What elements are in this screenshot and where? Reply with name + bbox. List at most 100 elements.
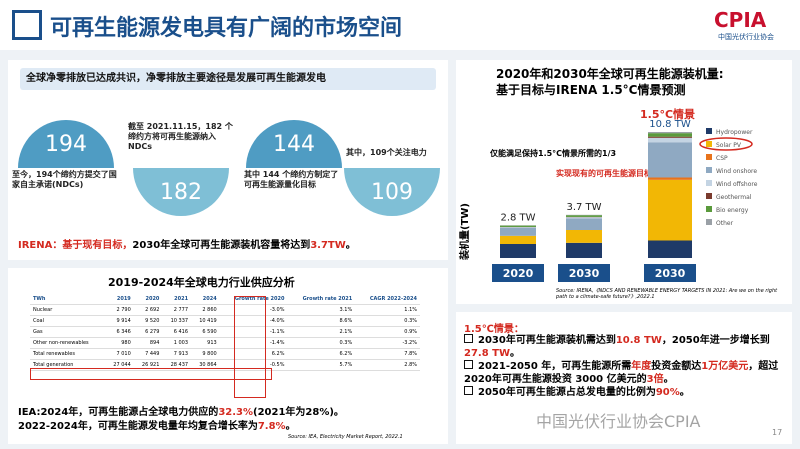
- text-line: 2030年可再生能源装机需达到10.8 TW，2050年进一步增长到 27.8 T…: [464, 334, 782, 360]
- watermark: 中国光伏行业协会CPIA: [536, 412, 701, 431]
- text: 2050年可再生能源占总发电量的比例为: [478, 387, 656, 398]
- table-cell: -4.0%: [219, 315, 288, 327]
- legend-label: Wind offshore: [716, 181, 758, 188]
- irena-end: 。: [345, 240, 356, 251]
- table-cell: 0.3%: [287, 337, 356, 349]
- table-cell: Coal: [30, 315, 106, 327]
- highlight-text: 32.3%: [218, 407, 254, 418]
- bullet-box: [464, 360, 473, 369]
- x-tick-label: 2020: [503, 267, 534, 280]
- bar-segment: [500, 244, 536, 258]
- logo: CPIA: [714, 8, 767, 32]
- table-cell: 6.2%: [219, 348, 288, 360]
- legend-swatch: [706, 180, 712, 186]
- legend-label: Solar PV: [716, 142, 742, 149]
- table-cell: -1.4%: [219, 337, 288, 349]
- annotation: 实现现有的可再生能源目标: [556, 168, 652, 178]
- legend-swatch: [706, 193, 712, 199]
- legend-swatch: [706, 154, 712, 160]
- legend-label: Geothermal: [716, 194, 752, 201]
- bar-segment: [500, 227, 536, 236]
- table-cell: 8.6%: [287, 315, 356, 327]
- header-cell: CAGR 2022-2024: [355, 294, 420, 305]
- irena-line: IRENA：基于现有目标，2030年全球可再生能源装机容量将达到3.7TW。: [18, 236, 356, 251]
- circle-caption: 至今，194个缔约方提交了国家自主承诺(NDCs): [12, 170, 117, 189]
- table-header-row: TWh 2019 2020 2021 2024 Growth rate 2020 Growt…: [30, 294, 420, 305]
- table-cell: 28 437: [162, 359, 192, 371]
- circle-caption: 其中 144 个缔约方制定了可再生能源量化目标: [244, 170, 339, 189]
- text-line: 2050年可再生能源占总发电量的比例为90%。: [464, 386, 782, 399]
- chart-title: 2020年和2030年全球可再生能源装机量:: [496, 66, 724, 81]
- bar-segment: [566, 242, 602, 258]
- bar-segment: [566, 217, 602, 219]
- table-cell: 1.1%: [355, 304, 420, 316]
- bar-segment: [648, 177, 692, 180]
- header-bar: [0, 0, 800, 50]
- highlight-text: 90%: [655, 387, 680, 398]
- table-cell: 9 520: [133, 315, 163, 327]
- table-cell: 1 003: [162, 337, 192, 349]
- chart-source: Source: IRENA,《NDCS AND RENEWABLE ENERGY…: [556, 288, 778, 300]
- highlight-text: 27.8 TW: [464, 348, 511, 359]
- legend-highlight: [699, 137, 753, 151]
- highlight-text: 10.8 TW: [615, 335, 662, 346]
- legend-swatch: [706, 128, 712, 134]
- header-cell: 2019: [105, 294, 134, 305]
- supply-title: 2019-2024年全球电力行业供应分析: [108, 276, 295, 289]
- x-tick-label: 2030: [569, 267, 600, 280]
- table-cell: 2.1%: [287, 326, 356, 338]
- total-label: 3.7 TW: [566, 202, 601, 213]
- y-axis-label: 装机量(TW): [458, 203, 471, 261]
- table-cell: 3.1%: [287, 304, 356, 316]
- header-cell: 2020: [133, 294, 163, 305]
- chart: 2020年和2030年全球可再生能源装机量:基于目标与IRENA 1.5°C情景…: [458, 66, 778, 300]
- table-cell: 980: [105, 337, 134, 349]
- scenario-label: 1.5°C情景: [640, 107, 695, 121]
- bar-segment: [500, 225, 536, 227]
- total-label: 2.8 TW: [500, 212, 535, 223]
- table-cell: Total generation: [30, 359, 106, 371]
- bar-segment: [648, 132, 692, 134]
- title-icon: [12, 10, 42, 40]
- table-cell: 6 279: [133, 326, 163, 338]
- table-cell: 6 590: [191, 326, 220, 338]
- bar-segment: [648, 179, 692, 241]
- banner: 全球净零排放已达成共识，净零排放主要途径是发展可再生能源发电: [20, 68, 436, 90]
- table-cell: 913: [191, 337, 220, 349]
- chart-subtitle: 基于目标与IRENA 1.5°C情景预测: [495, 82, 685, 97]
- circle-caption: 截至 2021.11.15，182 个缔约方将可再生能源纳入NDCs: [128, 122, 233, 151]
- text: IEA:2024年，可再生能源占全球电力供应的: [18, 407, 219, 418]
- legend-label: Bio energy: [716, 207, 749, 214]
- circle-caption: 其中，109个关注电力: [346, 148, 427, 157]
- legend-label: Hydropower: [716, 129, 753, 136]
- circle-number: 144: [246, 120, 342, 168]
- table-cell: 2 860: [191, 304, 220, 316]
- table-cell: -3.0%: [219, 304, 288, 316]
- table-cell: Gas: [30, 326, 106, 338]
- bar-segment: [500, 227, 536, 228]
- consensus-panel: 全球净零排放已达成共识，净零排放主要途径是发展可再生能源发电 194 至今，19…: [8, 60, 448, 260]
- table-row: Nuclear 2 790 2 692 2 777 2 860 -3.0% 3.1% 1.1%: [30, 304, 420, 316]
- bar-segment: [566, 215, 602, 217]
- highlight-text: 1万亿美元: [701, 361, 749, 372]
- legend-label: Other: [716, 220, 734, 227]
- supply-panel: 2019-2024年全球电力行业供应分析 TWh 2019 2020 2021 2024…: [8, 268, 448, 444]
- supply-notes: IEA:2024年，可再生能源占全球电力供应的32.3%(2021年为28%)。…: [18, 406, 344, 434]
- legend-label: Wind onshore: [716, 168, 757, 175]
- table-cell: 0.9%: [355, 326, 420, 338]
- header-cell: 2024: [191, 294, 220, 305]
- text: 。: [663, 374, 674, 385]
- table-row: Total renewables 7 010 7 449 7 913 9 800 6.2%…: [30, 348, 420, 360]
- table-cell: 2 692: [133, 304, 163, 316]
- table-cell: -3.2%: [355, 337, 420, 349]
- header-cell: 2021: [162, 294, 192, 305]
- text: 投资金额达: [651, 361, 702, 372]
- header-cell: Growth rate 2020: [219, 294, 288, 305]
- table-row: Gas 6 346 6 279 6 416 6 590 -1.1% 2.1% 0.9%: [30, 326, 420, 338]
- header-cell: Growth rate 2021: [287, 294, 356, 305]
- table-cell: 9 800: [191, 348, 220, 360]
- table-cell: Total renewables: [30, 348, 106, 360]
- text: (2021年为28%)。: [253, 407, 344, 418]
- table-cell: 10 337: [162, 315, 192, 327]
